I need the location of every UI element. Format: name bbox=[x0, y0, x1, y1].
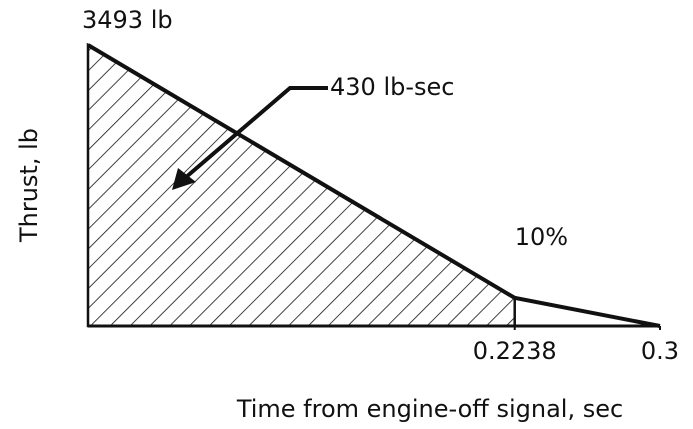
arrow-head bbox=[172, 168, 196, 190]
annotation-arrow bbox=[183, 86, 328, 180]
x-axis-label: Time from engine-off signal, sec bbox=[236, 395, 623, 423]
y-axis-label: Thrust, lb bbox=[15, 128, 43, 243]
x-tick-label: 0.2238 bbox=[473, 337, 557, 365]
thrust-line bbox=[86, 43, 661, 328]
annotation: 430 lb-sec bbox=[330, 73, 454, 101]
x-tick-label: 0.3 bbox=[641, 337, 679, 365]
value-label: 3493 lb bbox=[82, 6, 173, 34]
annotation: 10% bbox=[515, 223, 568, 251]
